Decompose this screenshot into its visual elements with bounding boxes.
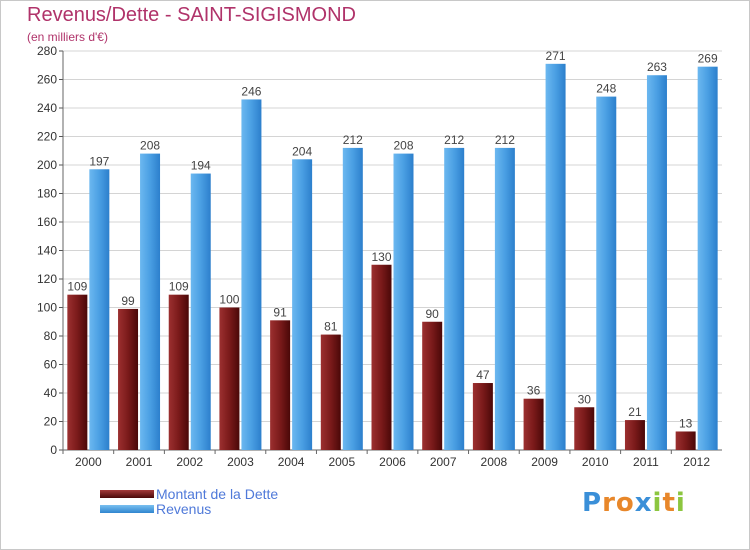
bar-dette (472, 383, 493, 450)
data-label-dette: 100 (219, 293, 239, 307)
logo-letter: t (662, 488, 676, 518)
bar-revenus (292, 159, 313, 451)
legend-swatch-revenus (100, 504, 154, 513)
bar-revenus (342, 147, 363, 450)
legend-item-dette: Montant de la Dette (100, 485, 279, 502)
data-label-dette: 81 (324, 320, 338, 334)
data-label-dette: 91 (273, 305, 287, 319)
data-label-dette: 47 (476, 368, 490, 382)
y-tick-label: 160 (37, 215, 57, 229)
data-label-revenus: 204 (292, 144, 312, 158)
bar-dette (422, 321, 443, 450)
bar-revenus (545, 63, 566, 450)
y-tick-label: 280 (37, 44, 57, 58)
data-label-revenus: 271 (546, 49, 566, 63)
x-tick-label: 2004 (278, 455, 305, 469)
y-tick-label: 260 (37, 73, 57, 87)
bar-revenus (596, 96, 617, 450)
bar-revenus (190, 173, 211, 451)
legend-item-revenus: Revenus (100, 500, 278, 517)
logo-letter: r (602, 488, 616, 518)
x-tick-label: 2010 (582, 455, 609, 469)
x-tick-label: 2007 (430, 455, 457, 469)
y-tick-label: 100 (37, 301, 57, 315)
data-label-revenus: 269 (698, 52, 718, 66)
x-tick-label: 2005 (328, 455, 355, 469)
x-tick-label: 2003 (227, 455, 254, 469)
data-label-revenus: 194 (191, 159, 211, 173)
y-tick-label: 60 (44, 358, 58, 372)
bar-revenus (444, 147, 465, 450)
data-label-revenus: 208 (393, 139, 413, 153)
y-tick-label: 200 (37, 158, 57, 172)
x-tick-label: 2008 (481, 455, 508, 469)
data-label-dette: 30 (578, 392, 592, 406)
bar-dette (523, 398, 544, 450)
data-label-revenus: 246 (241, 84, 261, 98)
data-label-revenus: 248 (596, 82, 616, 96)
y-tick-label: 180 (37, 187, 57, 201)
bar-revenus (140, 153, 161, 450)
bar-dette (270, 320, 291, 450)
data-label-revenus: 212 (495, 133, 515, 147)
x-tick-label: 2006 (379, 455, 406, 469)
bar-revenus (241, 99, 262, 450)
bar-revenus (494, 147, 515, 450)
bar-dette (219, 307, 240, 450)
data-label-revenus: 263 (647, 60, 667, 74)
logo-letter: o (615, 488, 635, 518)
y-tick-label: 40 (44, 386, 58, 400)
data-label-dette: 21 (628, 405, 642, 419)
bar-dette (168, 294, 189, 450)
bar-revenus (89, 169, 110, 450)
x-tick-label: 2012 (683, 455, 710, 469)
chart-subtitle: (en milliers d'€) (27, 30, 108, 44)
legend-swatch-dette (100, 489, 154, 498)
bar-dette (574, 407, 595, 450)
y-tick-label: 220 (37, 130, 57, 144)
data-label-dette: 109 (67, 280, 87, 294)
data-label-dette: 130 (371, 250, 391, 264)
bar-revenus (697, 66, 718, 451)
y-tick-label: 20 (44, 415, 58, 429)
y-tick-label: 80 (44, 329, 58, 343)
logo-letter: P (582, 488, 603, 518)
legend: Montant de la Dette Revenus (100, 485, 279, 517)
y-tick-label: 0 (50, 443, 57, 457)
legend-label-dette: Montant de la Dette (156, 485, 279, 502)
data-label-dette: 13 (679, 416, 693, 430)
x-tick-label: 2000 (75, 455, 102, 469)
bar-dette (320, 334, 341, 450)
bar-revenus (393, 153, 414, 450)
data-label-revenus: 197 (89, 154, 109, 168)
logo-letter: x (634, 488, 653, 518)
data-label-revenus: 212 (444, 133, 464, 147)
bar-dette (67, 294, 88, 450)
bar-dette (118, 308, 139, 450)
y-tick-label: 140 (37, 244, 57, 258)
proxiti-logo: Proxiti (582, 488, 686, 518)
data-label-revenus: 212 (343, 133, 363, 147)
bar-dette (371, 264, 392, 450)
logo-letter: i (675, 488, 686, 518)
data-label-dette: 99 (121, 294, 135, 308)
bar-dette (675, 431, 696, 450)
data-label-dette: 90 (426, 307, 440, 321)
x-tick-label: 2002 (176, 455, 203, 469)
y-tick-label: 120 (37, 272, 57, 286)
bar-revenus (646, 75, 667, 450)
logo-letter: i (652, 488, 663, 518)
data-label-dette: 36 (527, 384, 541, 398)
bar-dette (624, 420, 645, 450)
data-label-revenus: 208 (140, 139, 160, 153)
y-tick-label: 240 (37, 101, 57, 115)
data-label-dette: 109 (169, 280, 189, 294)
x-tick-label: 2009 (531, 455, 558, 469)
legend-label-revenus: Revenus (156, 500, 212, 517)
x-tick-label: 2001 (126, 455, 153, 469)
x-tick-label: 2011 (633, 455, 659, 469)
chart-title: Revenus/Dette - SAINT-SIGISMOND (27, 4, 356, 26)
